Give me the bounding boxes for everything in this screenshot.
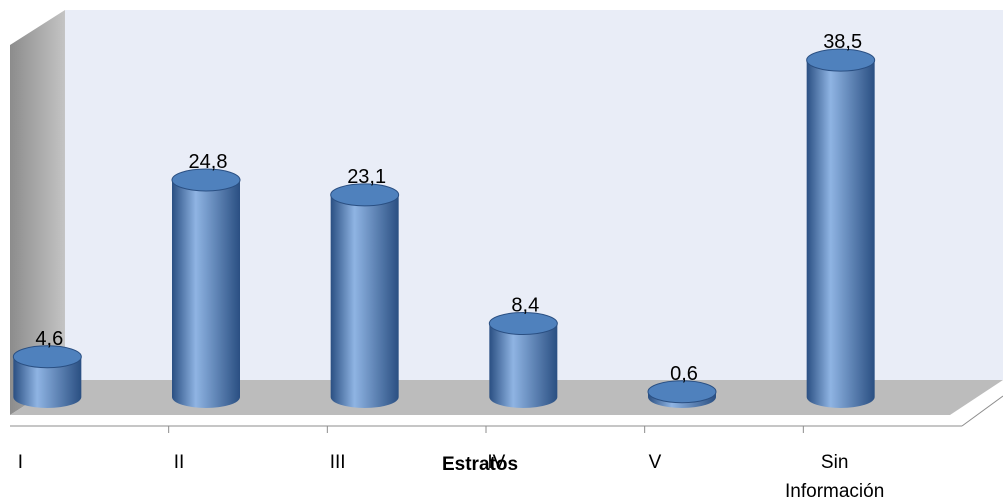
bar-top <box>806 48 876 72</box>
back-wall <box>65 10 1003 380</box>
bar-top <box>647 380 717 404</box>
bar-top <box>12 345 82 369</box>
x-tick-label: I <box>18 452 23 473</box>
data-label: 8,4 <box>511 295 539 317</box>
bar-1 <box>12 345 82 409</box>
bar-body <box>330 194 399 409</box>
bar-top <box>488 312 558 335</box>
bar-4 <box>488 312 558 408</box>
data-label: 0,6 <box>670 363 698 385</box>
x-tick-label: Sin <box>821 452 848 473</box>
bar-3 <box>330 183 400 409</box>
bar-5 <box>647 380 717 408</box>
data-label: 38,5 <box>823 31 862 53</box>
bar-body <box>489 323 558 408</box>
x-tick-label: Información <box>785 481 884 500</box>
bars: 4,6 24,8 23,1 8,4 0,6 38,5 <box>12 31 876 409</box>
x-tick-label: II <box>174 452 185 473</box>
bar-top <box>330 183 400 207</box>
data-label: 24,8 <box>189 151 228 173</box>
bar-body <box>806 60 875 409</box>
x-tick-label: III <box>330 452 346 473</box>
bar-6 <box>806 48 876 409</box>
bar-2 <box>171 168 241 408</box>
data-label: 4,6 <box>35 328 63 350</box>
bar-body <box>13 356 82 409</box>
side-wall <box>10 10 65 415</box>
x-axis-title: Estratos <box>442 454 518 475</box>
bar-top <box>171 168 241 192</box>
floor-right-edge <box>961 395 1003 427</box>
x-tick-label: IV <box>487 452 505 473</box>
data-label: 23,1 <box>347 166 386 188</box>
bar-body <box>172 180 240 408</box>
x-tick-label: V <box>649 452 662 473</box>
